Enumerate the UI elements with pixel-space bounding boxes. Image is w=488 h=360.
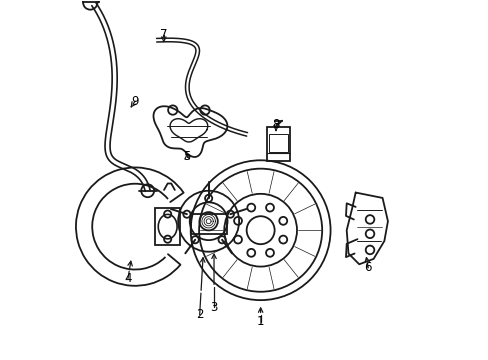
- Bar: [268, 134, 288, 152]
- Text: 2: 2: [196, 308, 203, 321]
- Text: 7: 7: [160, 28, 167, 41]
- Text: 6: 6: [364, 261, 371, 274]
- Bar: [155, 208, 180, 246]
- Text: 9: 9: [131, 95, 139, 108]
- Bar: [266, 127, 290, 161]
- Text: 5: 5: [183, 150, 190, 163]
- Text: 3: 3: [210, 301, 217, 314]
- Text: 1: 1: [256, 315, 264, 328]
- Text: 4: 4: [124, 272, 131, 285]
- Text: 8: 8: [272, 118, 279, 131]
